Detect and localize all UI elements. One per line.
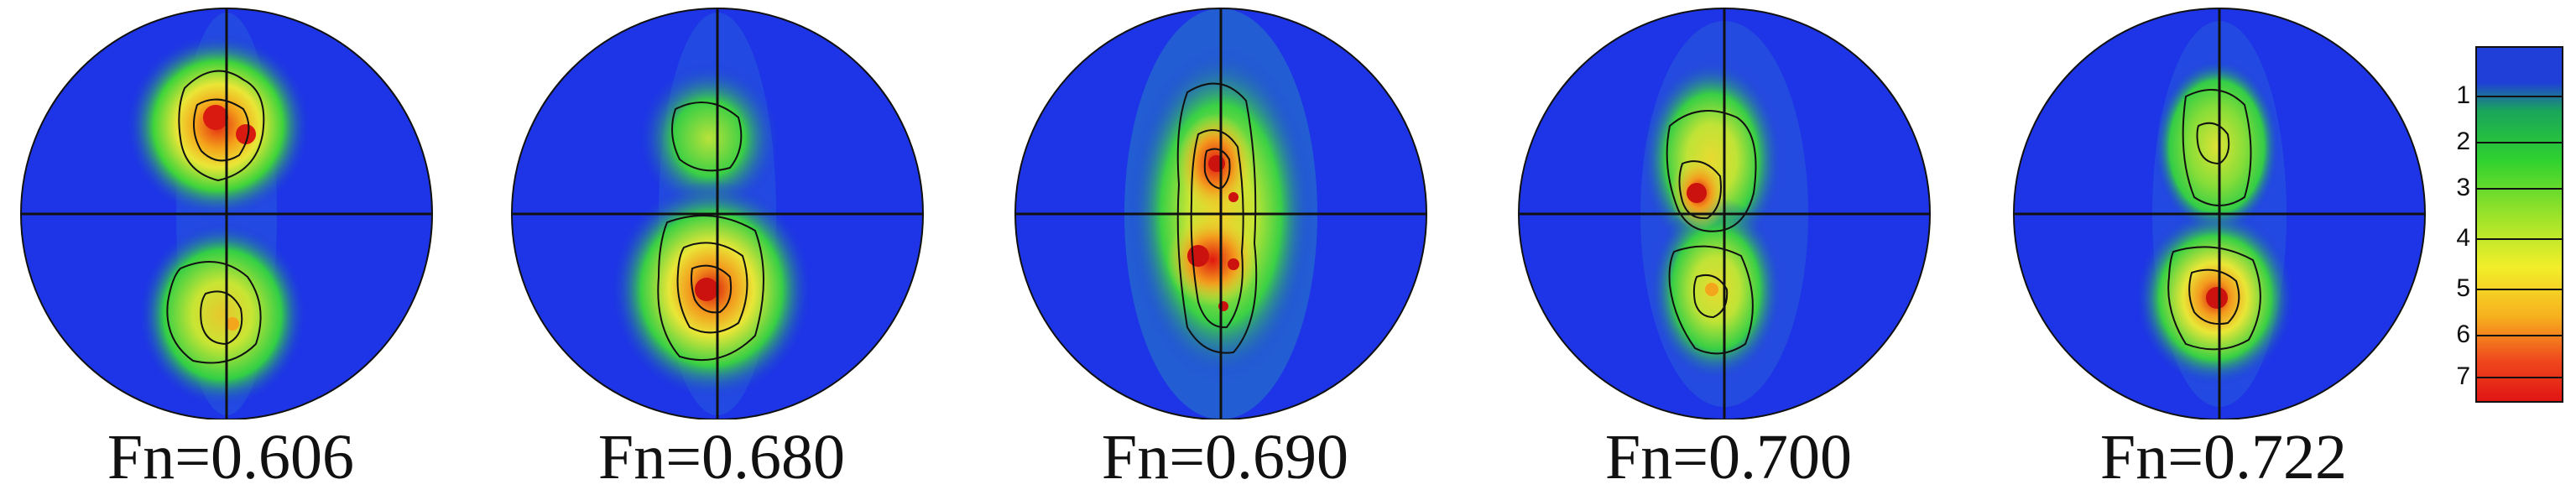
pole-figure-1 <box>20 8 433 419</box>
pole-figure-2 <box>511 8 924 419</box>
pole-figure-panel-2: Fn=0.680 <box>503 0 940 495</box>
pole-figure-panel-4: Fn=0.700 <box>1510 0 1947 495</box>
pole-figure-label: Fn=0.722 <box>2099 422 2348 492</box>
pole-figure-4 <box>1518 8 1931 419</box>
colorbar-tick-3: 3 <box>2456 174 2470 201</box>
pole-figure-5 <box>2013 8 2426 419</box>
colorbar-tick-5: 5 <box>2456 274 2470 302</box>
colorbar-tick-6: 6 <box>2456 320 2470 348</box>
colorbar-tick-1: 1 <box>2456 81 2470 109</box>
colorbar <box>2475 46 2563 403</box>
pole-figure-label: Fn=0.680 <box>597 422 846 492</box>
pole-figure-panel-3: Fn=0.690 <box>1007 0 1443 495</box>
pole-figure-panel-5: Fn=0.722 <box>2005 0 2442 495</box>
pole-figure-label: Fn=0.700 <box>1604 422 1853 492</box>
colorbar-tick-7: 7 <box>2456 362 2470 390</box>
colorbar-tick-2: 2 <box>2456 128 2470 155</box>
pole-figure-label: Fn=0.690 <box>1101 422 1349 492</box>
pole-figure-label: Fn=0.606 <box>107 422 355 492</box>
colorbar-tick-4: 4 <box>2456 224 2470 252</box>
pole-figure-panel-1: Fn=0.606 <box>13 0 449 495</box>
pole-figure-3 <box>1014 8 1427 419</box>
